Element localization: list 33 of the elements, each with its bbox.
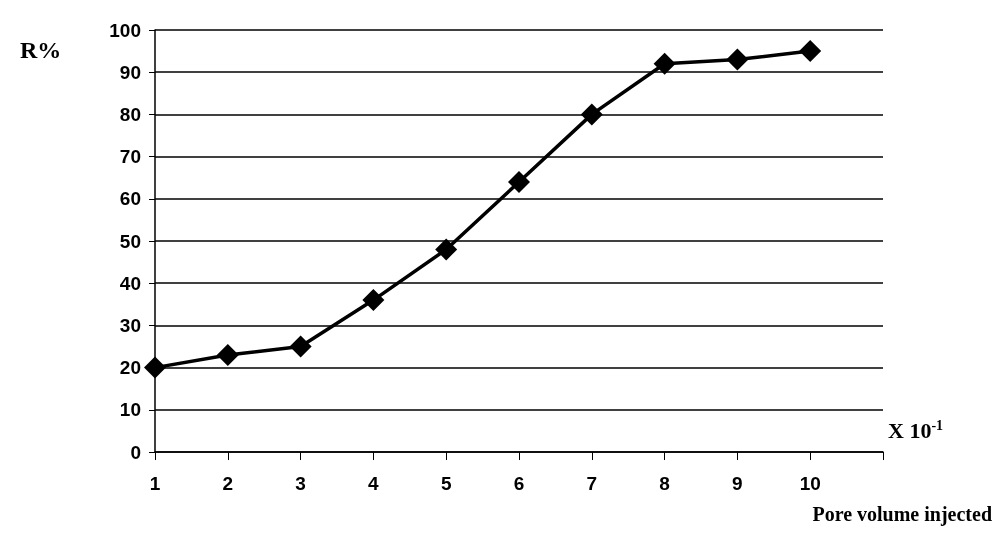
y-tick-label: 10 xyxy=(119,399,141,421)
x-tick-label: 3 xyxy=(295,473,306,494)
point xyxy=(580,103,603,126)
x-tick-label: 5 xyxy=(440,473,452,494)
x-tick-label: 6 xyxy=(513,473,525,494)
point xyxy=(216,343,239,366)
point xyxy=(726,48,749,71)
x-tick-label: 7 xyxy=(586,473,598,494)
x-tick-label: 9 xyxy=(732,473,743,494)
point xyxy=(144,356,166,379)
point xyxy=(362,289,385,312)
point xyxy=(653,52,676,75)
y-tick-label: 50 xyxy=(119,230,141,252)
y-tick-label: 80 xyxy=(119,103,141,125)
x-axis-title: Pore volume injected xyxy=(812,503,993,526)
y-tick-label: 40 xyxy=(119,272,141,294)
y-tick-label: 60 xyxy=(119,188,141,210)
y-tick-label: 0 xyxy=(130,441,141,463)
x-tick-label: 8 xyxy=(659,473,670,494)
x-tick-label: 2 xyxy=(222,473,234,494)
x-tick-label: 1 xyxy=(149,473,161,494)
point xyxy=(799,40,822,63)
x-tick-label: 10 xyxy=(799,473,821,494)
point xyxy=(289,335,312,358)
y-tick-label: 20 xyxy=(119,357,141,379)
x-tick-label: 4 xyxy=(368,473,380,494)
y-axis-title: R% xyxy=(20,37,62,63)
point xyxy=(508,170,530,193)
y-tick-label: 90 xyxy=(119,61,141,83)
y-tick-label: 70 xyxy=(119,146,141,168)
y-tick-label: 100 xyxy=(109,19,141,41)
y-tick-label: 30 xyxy=(119,314,141,336)
point xyxy=(435,238,458,261)
